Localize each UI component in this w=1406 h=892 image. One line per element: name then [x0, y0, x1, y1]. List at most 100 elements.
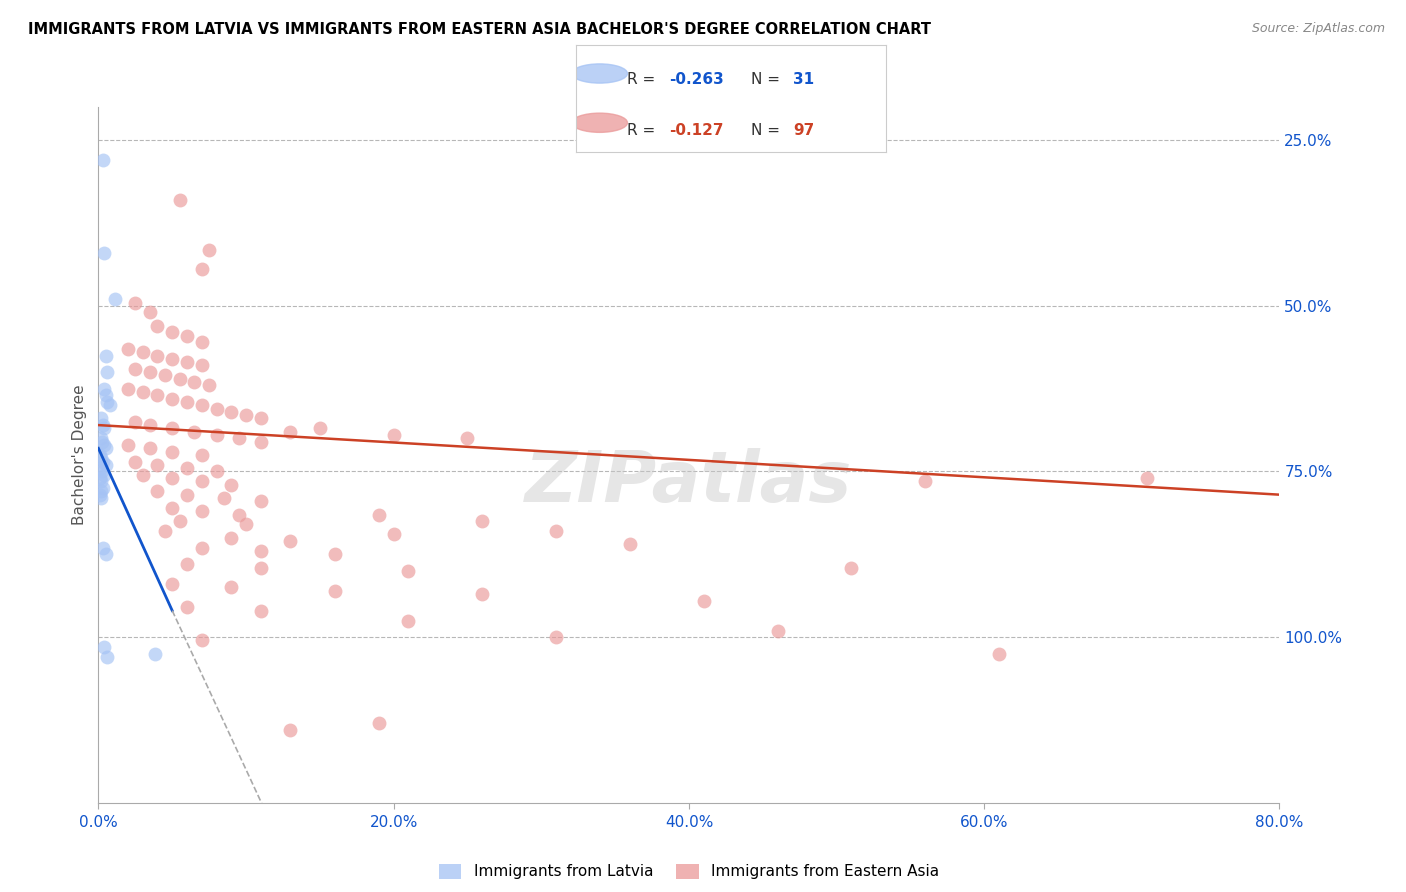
Point — [191, 359, 214, 373]
Circle shape — [572, 64, 627, 83]
Text: 31: 31 — [793, 72, 814, 87]
Point — [309, 421, 332, 435]
Point — [94, 547, 117, 561]
Text: IMMIGRANTS FROM LATVIA VS IMMIGRANTS FROM EASTERN ASIA BACHELOR'S DEGREE CORRELA: IMMIGRANTS FROM LATVIA VS IMMIGRANTS FRO… — [28, 22, 931, 37]
Point — [766, 624, 789, 638]
Point — [212, 491, 235, 505]
Point — [91, 541, 114, 555]
Point — [91, 153, 114, 167]
Point — [146, 484, 169, 499]
Point — [198, 378, 221, 392]
Point — [191, 504, 214, 518]
Point — [176, 600, 198, 615]
Point — [546, 524, 568, 538]
Point — [162, 421, 183, 435]
Text: Source: ZipAtlas.com: Source: ZipAtlas.com — [1251, 22, 1385, 36]
Point — [94, 349, 117, 363]
Legend: Immigrants from Latvia, Immigrants from Eastern Asia: Immigrants from Latvia, Immigrants from … — [433, 857, 945, 886]
Text: ZIPatlas: ZIPatlas — [526, 449, 852, 517]
Point — [235, 408, 257, 422]
Point — [471, 587, 494, 601]
Point — [90, 461, 112, 475]
Point — [132, 467, 155, 482]
Point — [221, 477, 243, 491]
Point — [139, 418, 162, 433]
Point — [619, 537, 641, 551]
Point — [191, 633, 214, 648]
Point — [250, 604, 273, 618]
Point — [90, 491, 112, 505]
Point — [124, 454, 146, 468]
Point — [91, 418, 114, 433]
Point — [205, 465, 228, 479]
Point — [191, 262, 214, 277]
Point — [146, 318, 169, 333]
Point — [1135, 471, 1157, 485]
Point — [153, 368, 176, 383]
Point — [250, 494, 273, 508]
Text: R =: R = — [627, 72, 661, 87]
Point — [183, 425, 205, 439]
Point — [146, 388, 169, 402]
Point — [278, 425, 302, 439]
Point — [146, 458, 169, 472]
Point — [162, 471, 183, 485]
Point — [90, 431, 112, 445]
Point — [90, 475, 112, 489]
Point — [396, 564, 419, 578]
Point — [250, 544, 273, 558]
Point — [90, 484, 112, 499]
Point — [176, 355, 198, 369]
Point — [323, 547, 346, 561]
Point — [191, 541, 214, 555]
Point — [278, 723, 302, 737]
Point — [91, 465, 114, 479]
Text: 97: 97 — [793, 123, 814, 137]
Point — [117, 438, 139, 452]
Point — [250, 560, 273, 574]
Text: N =: N = — [751, 123, 785, 137]
Point — [124, 361, 146, 376]
Point — [546, 630, 568, 644]
Point — [93, 421, 115, 435]
Point — [228, 508, 250, 522]
Point — [250, 434, 273, 449]
Point — [162, 500, 183, 515]
Point — [221, 581, 243, 595]
Point — [191, 398, 214, 412]
Point — [693, 593, 716, 607]
Point — [176, 488, 198, 502]
Point — [90, 451, 112, 466]
Text: N =: N = — [751, 72, 785, 87]
Point — [91, 434, 114, 449]
Point — [94, 388, 117, 402]
Point — [382, 527, 405, 541]
Point — [153, 524, 176, 538]
Point — [139, 305, 162, 319]
Point — [162, 392, 183, 406]
Point — [93, 382, 115, 396]
Point — [176, 328, 198, 343]
Point — [93, 245, 115, 260]
Point — [98, 398, 121, 412]
Point — [235, 517, 257, 532]
Point — [382, 428, 405, 442]
Point — [987, 647, 1010, 661]
Point — [176, 558, 198, 572]
Point — [93, 438, 115, 452]
Point — [221, 531, 243, 545]
Point — [132, 384, 155, 399]
Point — [91, 454, 114, 468]
Point — [89, 471, 111, 485]
Point — [323, 583, 346, 598]
Point — [228, 431, 250, 445]
Point — [914, 475, 936, 489]
Point — [471, 514, 494, 528]
Point — [191, 448, 214, 462]
Point — [146, 349, 169, 363]
Point — [124, 415, 146, 429]
Point — [94, 458, 117, 472]
Point — [456, 431, 478, 445]
Point — [368, 716, 391, 731]
Point — [104, 292, 127, 306]
